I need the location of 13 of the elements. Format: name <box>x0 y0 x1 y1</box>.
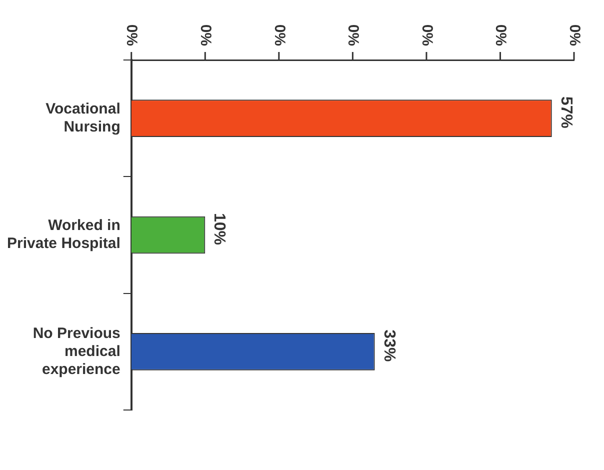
y-tick-label: No Previous medical experience <box>32 324 120 378</box>
text: 0% <box>418 24 436 46</box>
data-label: 33% <box>380 330 398 362</box>
text: 0% <box>492 24 510 46</box>
text: 0% <box>197 24 214 46</box>
text: 0% <box>344 24 362 46</box>
text: 0% <box>566 24 583 46</box>
y-tick-label: Vocational Nursing <box>46 100 120 136</box>
data-label: 10% <box>210 213 228 246</box>
text: 0% <box>270 24 288 46</box>
text: 0% <box>123 24 140 46</box>
data-label: 57% <box>557 96 574 128</box>
y-tick-label: Worked in Private Hospital <box>6 217 120 252</box>
